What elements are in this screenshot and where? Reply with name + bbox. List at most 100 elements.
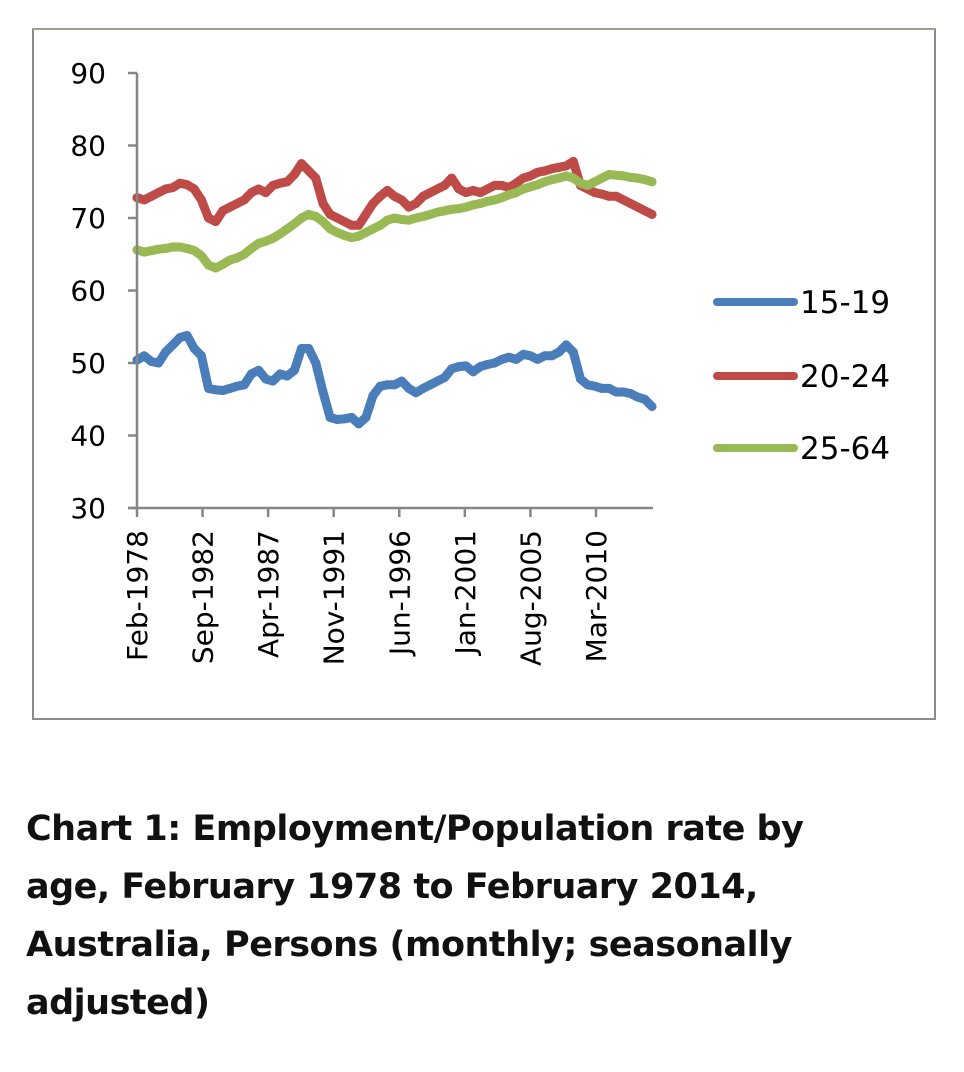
data-point	[554, 162, 564, 172]
data-point	[332, 213, 342, 223]
data-point	[218, 259, 228, 269]
data-point	[332, 228, 342, 237]
data-point	[325, 224, 335, 234]
data-point	[475, 199, 485, 208]
data-point	[297, 213, 306, 223]
data-point	[576, 178, 585, 188]
data-point	[204, 213, 213, 223]
y-tick-label: 30	[70, 492, 106, 525]
x-tick-label: Mar-2010	[580, 530, 613, 662]
data-point	[597, 173, 607, 183]
data-point	[196, 195, 206, 205]
data-point	[204, 260, 213, 270]
data-point	[182, 244, 192, 253]
data-point	[289, 219, 299, 229]
data-point	[239, 249, 249, 259]
data-point	[504, 190, 514, 200]
data-point	[354, 220, 364, 230]
x-tick-label: Feb-1978	[121, 530, 154, 661]
data-point	[425, 188, 435, 198]
data-point	[568, 173, 578, 183]
data-point	[282, 371, 292, 381]
data-point	[611, 191, 621, 201]
data-point	[175, 178, 185, 188]
caption-line: Australia, Persons (monthly; seasonally	[26, 925, 792, 965]
data-point	[425, 209, 435, 219]
data-point	[626, 199, 635, 208]
data-point	[540, 351, 550, 361]
line-chart: 30 40 50 60 70 80 90 Feb-1978 Sep-1982 Apr-1987 N…	[70, 57, 890, 666]
x-tick-label: Aug-2005	[514, 530, 547, 666]
data-point	[611, 170, 621, 180]
caption-line: Chart 1: Employment/Population rate by	[26, 809, 804, 849]
data-point	[618, 387, 628, 397]
data-point	[597, 189, 607, 199]
data-point	[354, 231, 364, 241]
data-point	[139, 195, 149, 205]
data-point	[146, 246, 156, 256]
data-point	[154, 188, 163, 198]
data-point	[490, 195, 500, 205]
data-point	[318, 387, 328, 397]
data-point	[447, 204, 457, 214]
data-point	[382, 215, 392, 225]
chart-caption: Chart 1: Employment/Population rate by a…	[26, 800, 926, 1032]
data-point	[318, 199, 328, 208]
data-point	[246, 244, 256, 253]
data-point	[311, 173, 321, 183]
legend-label: 15-19	[800, 285, 890, 321]
data-point	[418, 212, 428, 221]
data-point	[347, 233, 357, 243]
data-point	[447, 364, 457, 374]
data-point	[218, 206, 228, 216]
data-point	[232, 199, 242, 208]
x-tick-label: Apr-1987	[252, 530, 285, 658]
data-point	[525, 182, 535, 192]
data-point	[254, 184, 264, 194]
data-point	[468, 367, 478, 377]
data-point	[590, 177, 600, 187]
data-point	[390, 380, 399, 390]
x-tick-label: Jan-2001	[449, 530, 482, 657]
data-point	[282, 224, 292, 234]
data-point	[568, 347, 578, 357]
data-point	[418, 191, 428, 201]
data-point	[261, 188, 271, 198]
data-point	[432, 184, 442, 194]
data-point	[440, 180, 450, 190]
data-point	[561, 340, 571, 350]
data-point	[275, 229, 285, 239]
data-point	[540, 166, 550, 176]
data-point	[297, 159, 306, 169]
data-point	[261, 236, 271, 246]
data-point	[289, 170, 299, 179]
data-point	[640, 394, 650, 404]
data-point	[540, 177, 550, 187]
data-point	[311, 212, 321, 221]
data-point	[154, 358, 163, 368]
data-point	[404, 383, 414, 393]
data-point	[497, 180, 507, 190]
data-point	[189, 344, 199, 353]
data-point	[289, 365, 299, 375]
data-point	[275, 178, 285, 188]
data-point	[318, 217, 328, 227]
data-point	[397, 195, 407, 205]
data-point	[375, 381, 385, 391]
data-point	[483, 360, 492, 369]
data-point	[447, 173, 457, 183]
data-point	[268, 180, 278, 190]
data-point	[483, 184, 492, 194]
data-point	[361, 228, 371, 237]
data-point	[368, 391, 378, 401]
data-point	[304, 166, 314, 176]
data-point	[304, 344, 314, 353]
data-point	[554, 347, 564, 357]
data-point	[390, 191, 399, 201]
x-tick-label: Sep-1982	[187, 530, 220, 664]
data-point	[304, 209, 314, 219]
data-point	[196, 251, 206, 261]
data-point	[461, 361, 471, 371]
data-point	[618, 171, 628, 181]
y-tick-label: 60	[70, 275, 106, 308]
